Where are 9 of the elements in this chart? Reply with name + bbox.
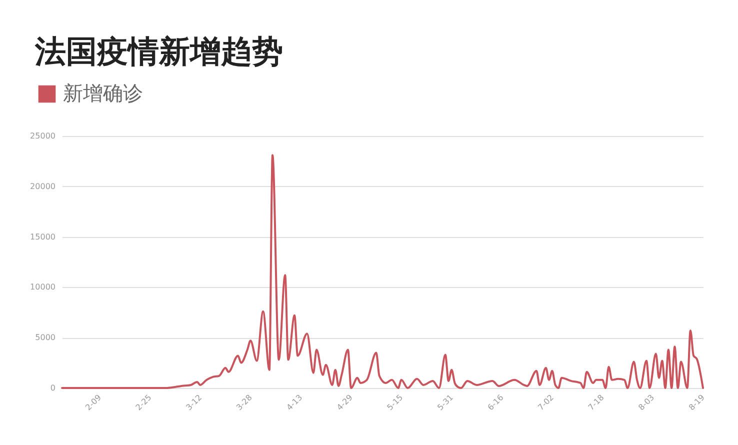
y-tick-label: 0 [50,384,56,392]
legend-label: 新增确诊 [63,81,143,105]
y-tick-label: 10000 [30,282,56,292]
y-tick-label: 5000 [35,333,56,342]
chart-title: 法国疫情新增趋势 [34,34,283,70]
y-tick-label: 20000 [30,182,56,191]
y-tick-label: 25000 [30,132,56,140]
line-series [61,154,704,389]
y-tick-label: 15000 [30,232,56,242]
